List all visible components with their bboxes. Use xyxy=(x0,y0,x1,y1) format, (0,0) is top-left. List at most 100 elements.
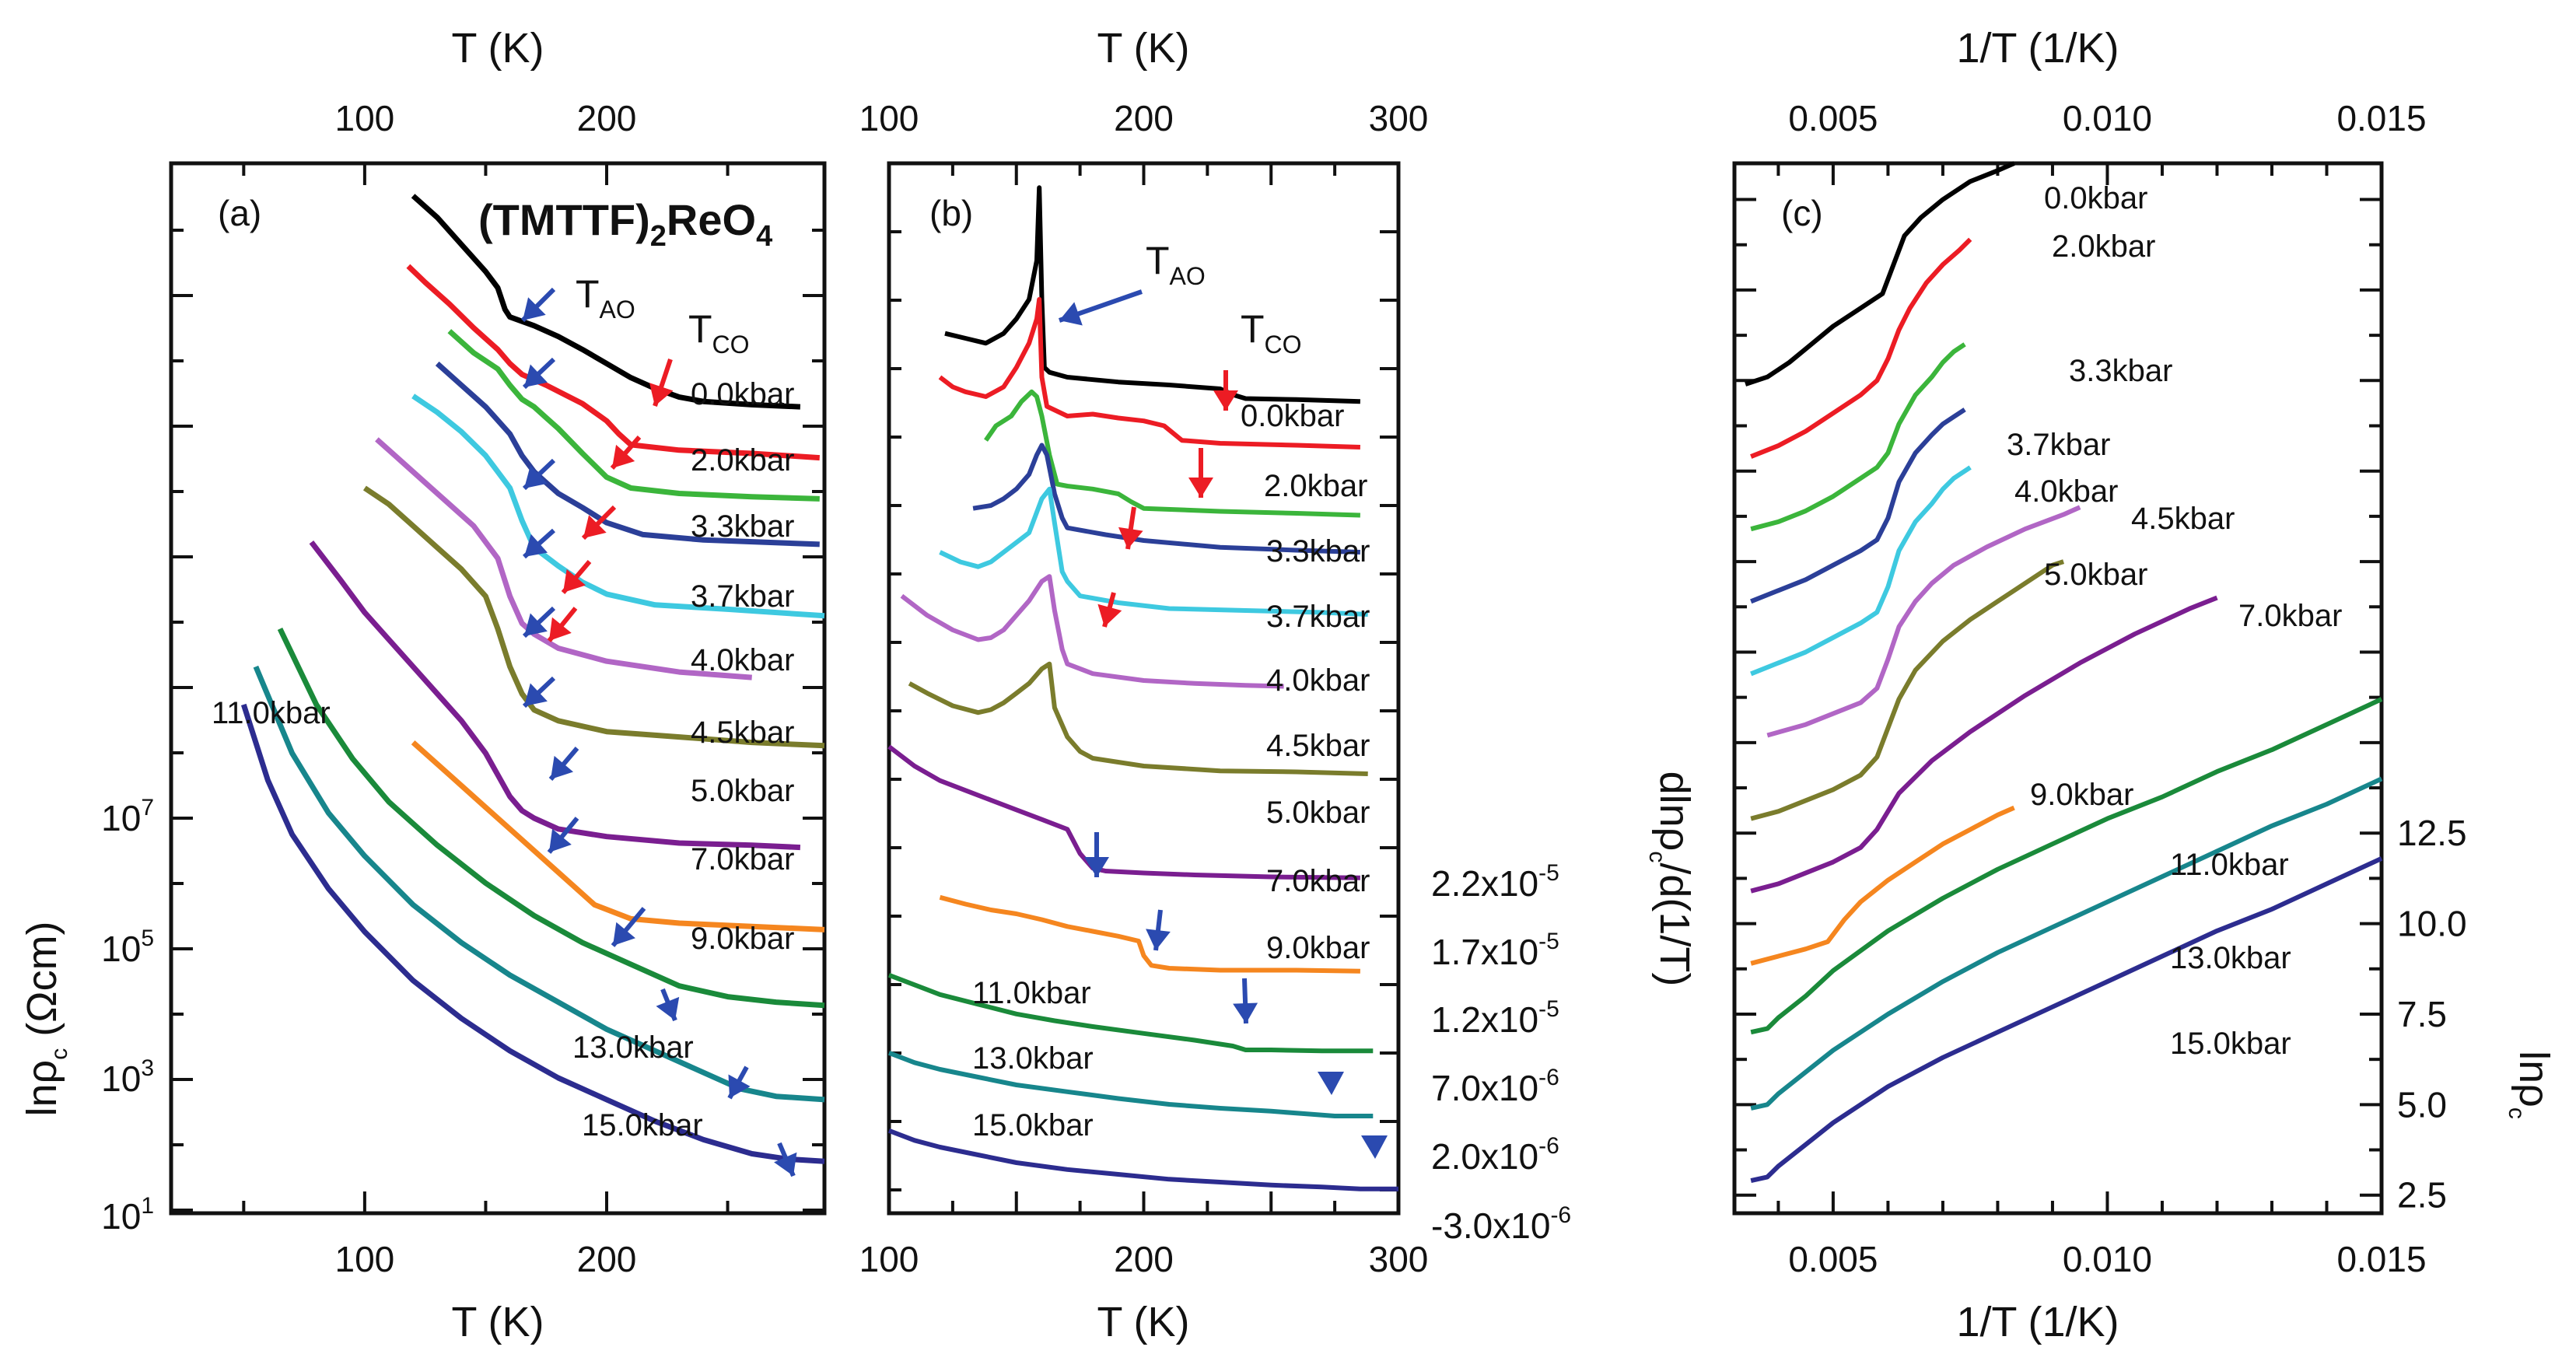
transition-arrowhead xyxy=(1318,1072,1344,1095)
panel-a-xtick-label-top: 100 xyxy=(335,98,395,138)
panel-b-ylabel-pre: dlnρ xyxy=(1651,771,1698,852)
series-label-2.0kbar: 2.0kbar xyxy=(691,443,794,478)
series-line-15.0kbar xyxy=(887,1128,1398,1191)
panel-c-labels: 0.0kbar 2.0kbar 3.3kbar 3.7kbar 4.0kbar 4.5kb… xyxy=(2007,181,2342,1061)
panel-c: 0.005 0.010 0.015 0.005 0.010 0.015 2.5 5.0 7.5 1… xyxy=(1732,25,2557,1345)
series-label-9.0kbar: 9.0kbar xyxy=(691,922,794,956)
series-label-3.7kbar: 3.7kbar xyxy=(1266,600,1370,634)
panel-b-label: (b) xyxy=(929,193,973,233)
series-label-4.0kbar: 4.0kbar xyxy=(2014,474,2118,509)
panel-b-ytick-exp: -5 xyxy=(1538,996,1559,1022)
panel-a-tco-sub: CO xyxy=(712,331,750,359)
series-label-4.5kbar: 4.5kbar xyxy=(2131,502,2235,536)
panel-a-ytick-base: 10 xyxy=(101,929,141,969)
panel-a-tao-label: TAO xyxy=(576,272,635,324)
series-label-4.5kbar: 4.5kbar xyxy=(691,715,794,750)
panel-a-tco-main: T xyxy=(688,307,712,351)
panel-c-ylabel: lnρc xyxy=(2504,1051,2557,1119)
series-line-5.0kbar xyxy=(908,661,1368,776)
series-line-0.0kbar xyxy=(411,194,801,410)
panel-b-xtick-label: 300 xyxy=(1369,1239,1429,1279)
series-line-11.0kbar xyxy=(277,627,825,1009)
series-line-3.3kbar xyxy=(984,389,1360,518)
series-label-3.7kbar: 3.7kbar xyxy=(2007,428,2110,462)
panel-a-ytick-exp: 5 xyxy=(141,925,154,951)
panel-b-ytick-mant: 2.2x10 xyxy=(1431,863,1538,904)
panel-a-ylabel-main: lnρ xyxy=(19,1060,65,1117)
panel-a-ytick-exp: 1 xyxy=(141,1193,154,1219)
series-label-4.5kbar: 4.5kbar xyxy=(1266,729,1370,763)
series-line-4.5kbar xyxy=(375,437,752,680)
transition-arrowhead xyxy=(583,515,607,538)
panel-a-ylabel: lnρc (Ωcm) xyxy=(19,921,72,1116)
transition-arrowhead xyxy=(524,613,548,636)
panel-a-ticks: 100 200 100 200 xyxy=(171,98,824,1279)
panel-a-arrows xyxy=(520,287,797,1177)
panel-a: 100 200 100 200 0.0kbar 2.0kbar 3.3kbar 3.7kba… xyxy=(19,25,827,1345)
transition-arrowhead xyxy=(656,996,680,1020)
series-line-5.0kbar xyxy=(362,485,825,749)
series-line-2.0kbar xyxy=(938,297,1360,450)
panel-a-xtick-label-top: 200 xyxy=(577,98,637,138)
panel-b-ylabel: dlnρc/d(1/T) xyxy=(1644,771,1698,987)
compound-title: (TMTTF)2ReO4 xyxy=(478,195,772,253)
panel-b-xtick-label-top: 200 xyxy=(1114,98,1174,138)
series-line-3.3kbar xyxy=(1750,342,1966,532)
panel-a-ylabel-sub: c xyxy=(47,1048,72,1060)
transition-arrowhead xyxy=(1146,929,1171,950)
series-line-2.0kbar xyxy=(1750,237,1972,459)
series-label-0.0kbar: 0.0kbar xyxy=(691,377,794,411)
panel-b-ytick-exp: -6 xyxy=(1538,1065,1559,1090)
panel-b-ytick-exp: -6 xyxy=(1550,1202,1571,1228)
panel-c-xtick-label: 0.010 xyxy=(2063,1239,2152,1279)
panel-a-ytick-label: 103 xyxy=(101,1055,154,1099)
panel-a-xlabel-bottom: T (K) xyxy=(452,1299,544,1345)
transition-arrowhead xyxy=(524,465,548,488)
panel-c-ytick-label: 7.5 xyxy=(2397,994,2447,1034)
transition-arrowhead xyxy=(524,364,548,387)
series-line-9.0kbar xyxy=(411,740,825,932)
transition-arrowhead xyxy=(551,755,574,779)
panel-b-xtick-label: 200 xyxy=(1114,1239,1174,1279)
panel-a-ytick-label: 107 xyxy=(101,795,154,838)
panel-b-xlabel-top: T (K) xyxy=(1097,25,1190,72)
panel-c-ytick-label: 10.0 xyxy=(2397,904,2467,944)
panel-b-ytick-exp: -5 xyxy=(1538,860,1559,886)
series-label-2.0kbar: 2.0kbar xyxy=(1264,469,1367,503)
series-label-0.0kbar: 0.0kbar xyxy=(1241,399,1344,433)
panel-c-ytick-label: 12.5 xyxy=(2397,813,2467,853)
transition-arrowhead xyxy=(612,444,635,468)
transition-arrowhead xyxy=(1097,604,1122,627)
panel-b-arrows xyxy=(1059,289,1388,1159)
series-line-4.0kbar xyxy=(1750,465,1972,677)
transition-arrowhead xyxy=(1118,527,1143,549)
panel-b-tao-main: T xyxy=(1146,239,1170,282)
transition-arrowhead xyxy=(1213,390,1238,411)
panel-b-ytick-label: 7.0x10-6 xyxy=(1431,1065,1559,1108)
panel-a-yticklabels: 101 103 105 107 xyxy=(101,795,154,1237)
transition-arrowhead xyxy=(1059,302,1083,326)
panel-b-ytick-exp: -5 xyxy=(1538,929,1559,954)
panel-c-ylabel-main: lnρ xyxy=(2511,1051,2557,1107)
series-label-13.0kbar: 13.0kbar xyxy=(572,1030,694,1065)
panel-b-xlabel-bottom: T (K) xyxy=(1097,1299,1190,1345)
series-label-5.0kbar: 5.0kbar xyxy=(691,774,794,808)
panel-a-ytick-label: 105 xyxy=(101,925,154,969)
panel-b-tco-main: T xyxy=(1241,307,1265,351)
panel-a-ytick-base: 10 xyxy=(101,798,141,838)
series-label-5.0kbar: 5.0kbar xyxy=(2044,558,2147,592)
panel-c-xlabel-top: 1/T (1/K) xyxy=(1956,25,2119,72)
panel-c-ytick-label: 5.0 xyxy=(2397,1084,2447,1125)
compound-title-sub1: 2 xyxy=(650,220,667,253)
series-label-7.0kbar: 7.0kbar xyxy=(1266,864,1370,898)
panel-b-ytick-label: -3.0x10-6 xyxy=(1431,1202,1571,1246)
panel-b-yticklabels: 2.2x10-5 1.7x10-5 1.2x10-5 7.0x10-6 2.0x… xyxy=(1431,860,1571,1246)
series-label-4.0kbar: 4.0kbar xyxy=(1266,663,1370,698)
panel-c-xtick-label: 0.005 xyxy=(1788,1239,1878,1279)
transition-arrowhead xyxy=(1084,857,1109,877)
panel-a-series xyxy=(240,194,825,1164)
panel-c-xlabel-bottom: 1/T (1/K) xyxy=(1956,1299,2119,1345)
series-line-7.0kbar xyxy=(309,540,801,851)
panel-b-ytick-mant: -3.0x10 xyxy=(1431,1205,1550,1246)
